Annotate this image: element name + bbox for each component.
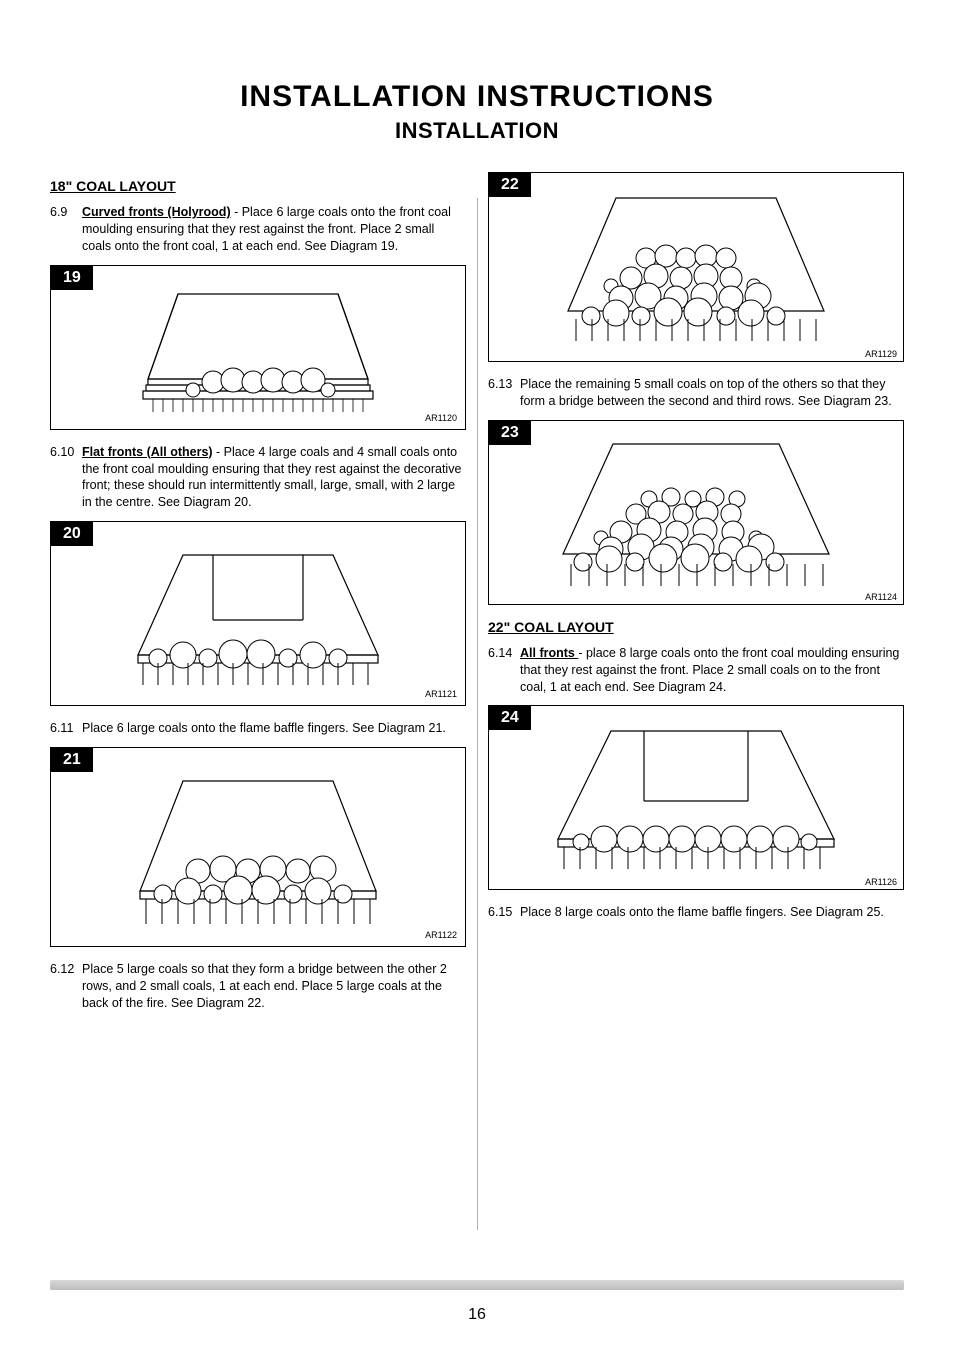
diagram-22-drawing: [536, 186, 856, 351]
step-lead: All fronts: [520, 646, 578, 660]
diagram-23-drawing: [531, 434, 861, 594]
step-6-11: 6.11 Place 6 large coals onto the flame …: [50, 720, 466, 737]
step-text: Place 8 large coals onto the flame baffl…: [520, 905, 884, 919]
step-text: Place 6 large coals onto the flame baffl…: [82, 721, 446, 735]
figure-number: 20: [51, 522, 93, 546]
figure-ref: AR1121: [425, 689, 457, 699]
figure-ref: AR1122: [425, 930, 457, 940]
step-number: 6.9: [50, 204, 82, 255]
figure-number: 23: [489, 421, 531, 445]
figure-ref: AR1124: [865, 592, 897, 602]
step-6-12: 6.12 Place 5 large coals so that they fo…: [50, 961, 466, 1012]
page-title: INSTALLATION INSTRUCTIONS: [50, 80, 904, 114]
figure-20: 20: [50, 521, 466, 706]
step-body: Curved fronts (Holyrood) - Place 6 large…: [82, 204, 466, 255]
step-body: Place 5 large coals so that they form a …: [82, 961, 466, 1012]
step-6-15: 6.15 Place 8 large coals onto the flame …: [488, 904, 904, 921]
step-6-14: 6.14 All fronts - place 8 large coals on…: [488, 645, 904, 696]
section-heading-22: 22" COAL LAYOUT: [488, 619, 904, 635]
diagram-19-drawing: [118, 284, 398, 419]
diagram-20-drawing: [103, 540, 413, 695]
figure-22: 22: [488, 172, 904, 362]
figure-23: 23: [488, 420, 904, 605]
step-number: 6.11: [50, 720, 82, 737]
figure-number: 22: [489, 173, 531, 197]
figure-24: 24: [488, 705, 904, 890]
step-number: 6.10: [50, 444, 82, 512]
step-number: 6.13: [488, 376, 520, 410]
step-number: 6.15: [488, 904, 520, 921]
step-number: 6.14: [488, 645, 520, 696]
step-6-9: 6.9 Curved fronts (Holyrood) - Place 6 l…: [50, 204, 466, 255]
step-body: Place 6 large coals onto the flame baffl…: [82, 720, 466, 737]
step-body: Place 8 large coals onto the flame baffl…: [520, 904, 904, 921]
step-text: Place the remaining 5 small coals on top…: [520, 377, 892, 408]
step-lead: Flat fronts (All others): [82, 445, 213, 459]
footer-bar: [50, 1280, 904, 1290]
diagram-21-drawing: [108, 766, 408, 936]
step-6-13: 6.13 Place the remaining 5 small coals o…: [488, 376, 904, 410]
diagram-24-drawing: [526, 719, 866, 879]
figure-19: 19: [50, 265, 466, 430]
left-column: 18" COAL LAYOUT 6.9 Curved fronts (Holyr…: [50, 172, 466, 1022]
figure-ref: AR1126: [865, 877, 897, 887]
right-column: 22: [488, 172, 904, 1022]
figure-ref: AR1120: [425, 413, 457, 423]
figure-ref: AR1129: [865, 349, 897, 359]
figure-number: 19: [51, 266, 93, 290]
figure-number: 21: [51, 748, 93, 772]
step-body: Flat fronts (All others) - Place 4 large…: [82, 444, 466, 512]
figure-21: 21: [50, 747, 466, 947]
step-text: Place 5 large coals so that they form a …: [82, 962, 447, 1010]
step-lead: Curved fronts (Holyrood): [82, 205, 231, 219]
column-divider: [477, 198, 478, 1230]
step-body: All fronts - place 8 large coals onto th…: [520, 645, 904, 696]
page-number: 16: [0, 1306, 954, 1324]
section-heading-18: 18" COAL LAYOUT: [50, 178, 466, 194]
page-subtitle: INSTALLATION: [50, 118, 904, 144]
step-6-10: 6.10 Flat fronts (All others) - Place 4 …: [50, 444, 466, 512]
figure-number: 24: [489, 706, 531, 730]
step-number: 6.12: [50, 961, 82, 1012]
step-body: Place the remaining 5 small coals on top…: [520, 376, 904, 410]
